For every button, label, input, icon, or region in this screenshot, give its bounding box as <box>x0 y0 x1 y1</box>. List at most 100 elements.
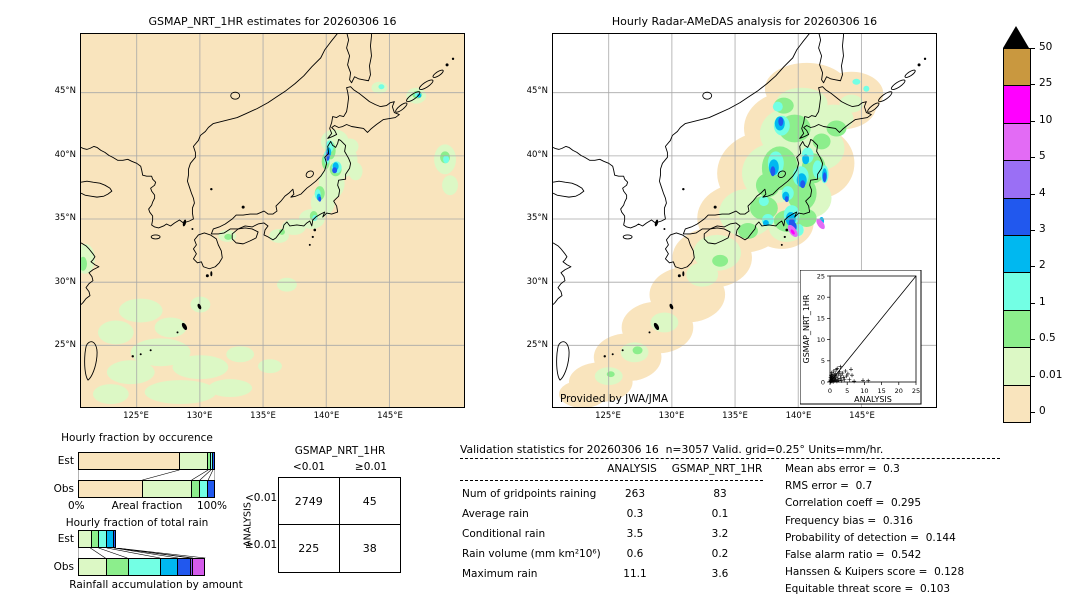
colorbar-segment <box>1004 234 1030 273</box>
stat-analysis-value: 0.3 <box>626 508 644 520</box>
lat-tick-label: 25°N <box>54 340 76 350</box>
colorbar-tick-label: 0.5 <box>1039 332 1056 345</box>
occurrence-x100-label: 100% <box>197 500 228 512</box>
stat-row-label: Num of gridpoints raining <box>462 488 597 500</box>
lat-tick-label: 30°N <box>526 276 548 287</box>
colorbar-overflow-triangle <box>1003 26 1029 48</box>
lat-tick-label: 45°N <box>54 86 76 96</box>
rain-layer-gsmap <box>81 81 459 405</box>
bar-segment <box>207 481 214 497</box>
bar-connectors <box>78 470 215 480</box>
y-tick-label: 20 <box>817 294 825 302</box>
bar-segment <box>90 531 99 547</box>
bar-segment <box>199 481 208 497</box>
lon-tick-label: 140°E <box>785 411 812 421</box>
lon-tick-label: 125°E <box>595 411 621 421</box>
lat-tick-label: 40°N <box>526 149 548 160</box>
contingency-cell-hit-none: 2749 <box>279 478 340 525</box>
colorbar-segment <box>1004 85 1030 123</box>
fraction-bar-est <box>78 452 215 470</box>
colorbar-tick-label: 50 <box>1039 41 1053 53</box>
contingency-row0-label: <0.01 <box>245 492 278 504</box>
bar-segment <box>105 559 128 575</box>
score-line: Correlation coeff = 0.295 <box>785 497 921 510</box>
rain-layer-radar <box>559 62 884 407</box>
stat-analysis-value: 263 <box>624 488 646 500</box>
contingency-col-group-label: GSMAP_NRT_1HR <box>294 445 386 457</box>
colorbar-tick <box>1030 266 1035 268</box>
stat-row-label: Maximum rain <box>462 568 538 580</box>
fraction-bar-obs <box>78 480 215 498</box>
x-tick-label: 0 <box>828 387 832 395</box>
colorbar-tick-label: 5 <box>1039 150 1046 163</box>
colorbar-segment <box>1004 384 1030 422</box>
left-map-title: GSMAP_NRT_1HR estimates for 20260306 16 <box>148 15 397 28</box>
x-tick-label: 20 <box>895 387 903 395</box>
stat-row-label: Average rain <box>462 508 529 520</box>
x-tick-label: 15 <box>877 387 885 395</box>
identity-line <box>829 275 917 383</box>
occurrence-x0-label: 0% <box>68 500 85 512</box>
colorbar-bar <box>1003 48 1031 423</box>
lat-tick-label: 45°N <box>526 86 548 96</box>
colorbar-segment <box>1004 49 1030 86</box>
contingency-cell-miss: 225 <box>279 525 340 572</box>
y-tick-label: 15 <box>817 315 825 323</box>
colorbar-tick-label: 3 <box>1039 223 1046 235</box>
inset-xlabel: ANALYSIS <box>854 395 892 404</box>
lon-tick-label: 130°E <box>658 411 685 421</box>
x-tick-label: 25 <box>912 387 920 395</box>
score-line: False alarm ratio = 0.542 <box>785 549 922 561</box>
fraction-bar-obs <box>78 558 206 576</box>
validation-col-gsmap: GSMAP_NRT_1HR <box>671 463 763 475</box>
colorbar-tick <box>1030 120 1035 122</box>
colorbar-tick-label: 0 <box>1039 405 1046 417</box>
bar-segment <box>189 559 193 575</box>
score-line: RMS error = 0.7 <box>785 480 873 493</box>
lon-tick-label: 135°E <box>722 411 748 421</box>
bar-segment <box>177 559 190 575</box>
stat-analysis-value: 3.5 <box>626 528 644 540</box>
colorbar-tick-label: 0.01 <box>1039 368 1063 381</box>
bar-segment <box>192 559 205 575</box>
colorbar-segment <box>1004 272 1030 310</box>
stat-gsmap-value: 3.6 <box>711 568 729 580</box>
lat-tick-label: 35°N <box>54 213 76 223</box>
y-tick-label: 25 <box>817 272 825 280</box>
occurrence-est-label: Est <box>57 455 74 467</box>
colorbar-tick <box>1030 302 1035 304</box>
colorbar-segment <box>1004 197 1030 235</box>
colorbar-tick-label: 25 <box>1039 77 1053 90</box>
score-line: Equitable threat score = 0.103 <box>785 583 951 596</box>
contingency-col0-label: <0.01 <box>292 461 326 473</box>
bar-segment <box>106 531 113 547</box>
occurrence-obs-label: Obs <box>53 483 74 495</box>
bar-segment <box>79 453 179 469</box>
inset-ylabel: GSMAP_NRT_1HR <box>802 294 811 363</box>
totalrain-xlabel: Rainfall accumulation by amount <box>69 579 243 591</box>
right-map-title: Hourly Radar-AMeDAS analysis for 2026030… <box>611 15 878 28</box>
colorbar-tick-label: 2 <box>1039 259 1046 272</box>
bar-segment <box>191 481 200 497</box>
lon-tick-label: 135°E <box>250 411 276 421</box>
x-tick-label: 10 <box>860 387 868 395</box>
contingency-cell-hit: 38 <box>362 542 377 555</box>
colorbar-tick <box>1030 412 1035 413</box>
lon-tick-label: 125°E <box>123 411 149 421</box>
dashed-rule-header <box>460 480 763 481</box>
colorbar-segment <box>1004 160 1030 198</box>
y-tick-label: 0 <box>821 378 825 386</box>
score-line: Probability of detection = 0.144 <box>785 531 956 544</box>
stat-gsmap-value: 83 <box>713 488 727 500</box>
colorbar-tick-label: 4 <box>1039 186 1046 199</box>
colorbar-tick-label: 10 <box>1039 113 1053 126</box>
colorbar-tick-label: 1 <box>1039 295 1046 308</box>
colorbar-tick <box>1030 230 1035 231</box>
stat-gsmap-value: 3.2 <box>711 528 729 540</box>
lon-tick-label: 140°E <box>313 411 340 421</box>
totalrain-chart-title: Hourly fraction of total rain <box>65 517 209 529</box>
x-tick-label: 5 <box>845 387 849 395</box>
contingency-row1-label: ≥0.01 <box>245 539 278 551</box>
bar-segment <box>159 559 178 575</box>
